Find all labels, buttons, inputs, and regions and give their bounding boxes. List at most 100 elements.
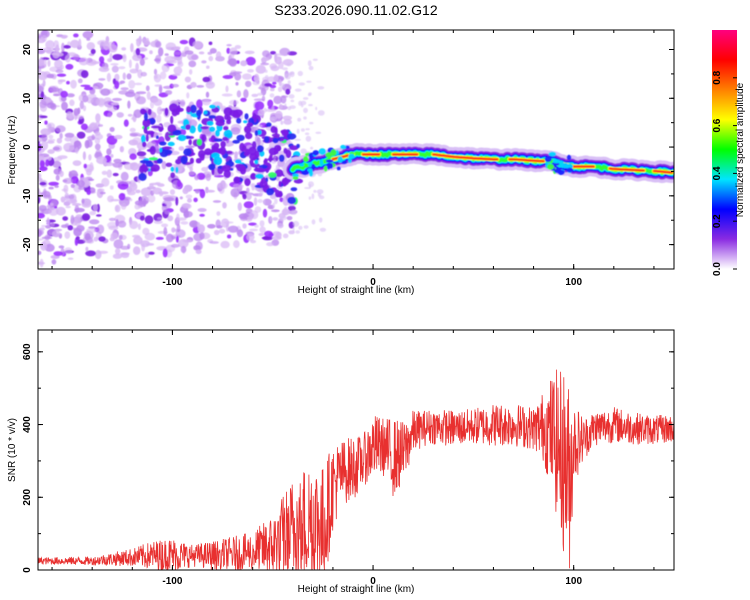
heatmap-signal-cell [167,124,177,133]
heatmap-noise-cell [270,51,276,55]
heatmap-noise-cell [178,146,185,151]
heatmap-noise-cell [94,249,102,260]
heatmap-noise-cell [145,85,150,92]
heatmap-noise-cell [292,226,295,233]
heatmap-signal-cell [223,107,233,116]
heatmap-noise-cell [109,185,114,190]
heatmap-noise-cell [40,128,52,136]
heatmap-noise-cell [149,183,154,188]
heatmap-noise-cell [86,189,91,195]
heatmap-noise-cell [248,222,257,226]
spectrogram-frame [37,29,675,270]
heatmap-noise-cell [38,173,42,179]
heatmap-noise-cell [280,215,287,221]
heatmap-noise-cell [201,167,209,172]
heatmap-noise-cell [68,112,75,120]
heatmap-noise-cell [278,103,283,110]
heatmap-noise-cell [48,181,59,186]
heatmap-noise-cell [88,154,92,161]
heatmap-noise-cell [217,182,228,190]
heatmap-noise-cell [315,131,322,134]
heatmap-noise-cell [164,201,169,205]
heatmap-noise-cell [182,203,191,209]
heatmap-noise-cell [59,132,63,140]
heatmap-noise-cell [176,180,182,188]
heatmap-noise-cell [186,92,190,99]
heatmap-noise-cell [227,58,238,66]
heatmap-signal-cell [309,155,313,160]
heatmap-noise-cell [147,169,153,177]
heatmap-noise-cell [172,73,181,77]
heatmap-signal-cell [280,137,285,142]
heatmap-signal-cell [156,158,163,164]
heatmap-noise-cell [38,238,44,241]
heatmap-noise-cell [208,55,214,62]
heatmap-noise-cell [50,103,57,110]
heatmap-noise-cell [173,46,181,49]
heatmap-noise-cell [161,223,169,228]
heatmap-noise-cell [308,65,314,71]
heatmap-signal-cell [200,126,209,130]
heatmap-signal-cell [196,138,202,146]
heatmap-noise-cell [61,101,68,111]
heatmap-noise-cell [253,197,258,206]
heatmap-noise-cell [286,62,292,67]
heatmap-noise-cell [187,198,192,203]
heatmap-noise-cell [271,209,280,213]
x-tick-label: 0 [370,277,376,288]
snr-y-ticks: 0 200 400 600 [22,343,674,573]
heatmap-noise-cell [272,217,279,221]
heatmap-noise-cell [232,183,244,189]
heatmap-noise-cell [53,93,61,97]
heatmap-signal-cell [274,169,284,178]
heatmap-noise-cell [60,196,66,203]
heatmap-signal-cell [318,148,326,155]
heatmap-noise-cell [189,69,193,75]
heatmap-signal-cell [147,108,152,116]
heatmap-noise-cell [86,37,91,41]
heatmap-noise-cell [47,138,56,142]
heatmap-noise-cell [88,226,96,229]
heatmap-noise-cell [128,80,136,89]
heatmap-noise-cell [253,76,260,82]
heatmap-noise-cell [206,82,214,85]
heatmap-noise-cell [126,73,132,80]
heatmap-noise-cell [288,205,296,212]
heatmap-noise-cell [272,202,276,209]
heatmap-noise-cell [101,177,110,187]
heatmap-signal-cell [554,168,562,174]
heatmap-noise-cell [298,82,306,86]
heatmap-noise-cell [308,196,312,200]
heatmap-noise-cell [38,66,42,73]
heatmap-noise-cell [226,47,231,54]
heatmap-noise-cell [315,106,318,111]
heatmap-noise-cell [71,203,82,206]
heatmap-noise-cell [179,39,189,45]
heatmap-noise-cell [165,90,173,95]
heatmap-noise-cell [309,121,314,125]
heatmap-noise-cell [55,44,60,53]
heatmap-signal-cell [256,145,264,153]
heatmap-noise-cell [156,106,163,115]
heatmap-noise-cell [64,132,75,138]
heatmap-signal-cell [547,163,554,170]
heatmap-noise-cell [150,98,159,103]
heatmap-noise-cell [82,31,94,39]
heatmap-noise-cell [135,62,139,72]
heatmap-noise-cell [55,206,66,216]
heatmap-noise-cell [55,174,60,181]
heatmap-noise-cell [46,122,56,130]
heatmap-noise-cell [194,189,200,194]
heatmap-noise-cell [51,230,61,238]
heatmap-noise-cell [80,123,88,131]
heatmap-noise-cell [300,100,307,106]
heatmap-noise-cell [66,93,75,98]
heatmap-noise-cell [267,76,277,82]
heatmap-noise-cell [86,227,97,233]
heatmap-signal-cell [138,172,147,181]
heatmap-signal-cell [292,176,299,180]
y-tick-label: -10 [22,188,33,203]
heatmap-signal-cell [259,180,264,188]
heatmap-noise-cell [74,205,80,214]
heatmap-noise-cell [146,186,156,190]
